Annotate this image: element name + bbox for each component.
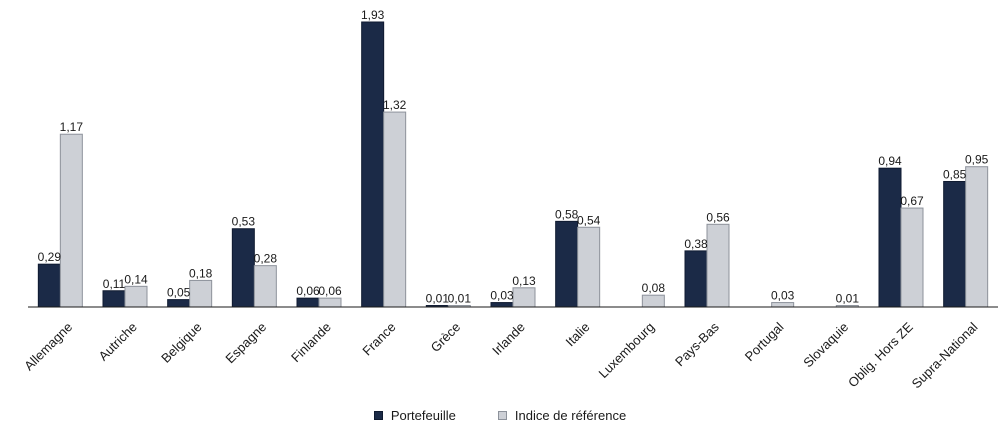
- bar-portefeuille-irlande: [490, 302, 514, 308]
- bar-indice-de-reference-irlande: [512, 287, 536, 308]
- bar-indice-de-reference-oblig-hors-ze: [900, 207, 924, 308]
- value-label-portefeuille-irlande: 0,03: [490, 289, 514, 303]
- value-label-indice-de-reference-autriche: 0,14: [124, 272, 148, 286]
- x-tick-label-finlande: Finlande: [288, 319, 334, 365]
- value-label-portefeuille-italie: 0,58: [555, 207, 579, 221]
- bar-portefeuille-supra-national: [943, 180, 967, 308]
- value-label-portefeuille-oblig-hors-ze: 0,94: [878, 154, 902, 168]
- x-tick-label-supra-national: Supra-National: [909, 319, 981, 391]
- x-tick-label-pays-bas: Pays-Bas: [672, 319, 722, 369]
- value-label-indice-de-reference-grece: 0,01: [448, 292, 472, 306]
- bar-portefeuille-autriche: [102, 290, 126, 308]
- value-labels-layer: 0,29 1,17 0,11 0,14 0,05 0,18 0,53 0,28 0,060,06…: [38, 8, 989, 306]
- value-label-portefeuille-grece: 0,01: [426, 292, 450, 306]
- value-label-indice-de-reference-pays-bas: 0,56: [706, 210, 730, 224]
- bar-indice-de-reference-finlande: [318, 297, 342, 308]
- value-label-indice-de-reference-slovaquie: 0,01: [836, 292, 860, 306]
- bar-indice-de-reference-supra-national: [965, 166, 989, 308]
- bar-portefeuille-italie: [555, 220, 579, 308]
- x-tick-label-portugal: Portugal: [742, 319, 787, 364]
- x-tick-label-allemagne: Allemagne: [21, 319, 75, 373]
- value-label-indice-de-reference-finlande: 0,06: [318, 284, 342, 298]
- value-label-indice-de-reference-irlande: 0,13: [512, 274, 536, 288]
- value-label-indice-de-reference-oblig-hors-ze: 0,67: [900, 194, 924, 208]
- x-tick-label-grece: Grèce: [428, 319, 464, 355]
- value-label-indice-de-reference-supra-national: 0,95: [965, 153, 989, 167]
- x-tick-labels-layer: Allemagne Autriche Belgique Espagne Finlande…: [21, 319, 980, 391]
- bar-indice-de-reference-portugal: [771, 302, 795, 308]
- value-label-portefeuille-espagne: 0,53: [232, 215, 256, 229]
- legend-item-indice: Indice de référence: [497, 407, 627, 423]
- value-label-portefeuille-supra-national: 0,85: [943, 167, 967, 181]
- x-tick-label-france: France: [359, 319, 398, 358]
- bar-portefeuille-france: [361, 21, 385, 308]
- x-tick-label-irlande: Irlande: [489, 319, 528, 358]
- bar-portefeuille-espagne: [231, 228, 255, 308]
- x-tick-label-luxembourg: Luxembourg: [596, 319, 658, 381]
- bar-indice-de-reference-italie: [577, 226, 601, 308]
- value-label-portefeuille-france: 1,93: [361, 8, 385, 22]
- bar-portefeuille-allemagne: [37, 263, 61, 308]
- value-label-portefeuille-autriche: 0,11: [103, 277, 126, 291]
- bar-indice-de-reference-allemagne: [59, 133, 83, 308]
- bar-chart: 0,29 1,17 0,11 0,14 0,05 0,18 0,53 0,28 0,060,06…: [21, 8, 998, 391]
- x-tick-label-belgique: Belgique: [158, 319, 204, 365]
- legend-label-portefeuille: Portefeuille: [390, 407, 456, 423]
- value-label-indice-de-reference-espagne: 0,28: [254, 252, 278, 266]
- bar-portefeuille-finlande: [296, 297, 320, 308]
- value-label-indice-de-reference-portugal: 0,03: [771, 289, 795, 303]
- value-label-indice-de-reference-luxembourg: 0,08: [642, 281, 666, 295]
- bar-indice-de-reference-belgique: [189, 279, 213, 308]
- value-label-indice-de-reference-france: 1,32: [383, 98, 407, 112]
- x-tick-label-oblig-hors-ze: Oblig. Hors ZE: [845, 319, 916, 390]
- bars-layer: [37, 21, 989, 308]
- x-tick-label-italie: Italie: [563, 319, 593, 349]
- legend-swatch-indice: [497, 410, 507, 420]
- bar-indice-de-reference-luxembourg: [641, 294, 665, 308]
- bar-indice-de-reference-france: [383, 111, 407, 308]
- bar-portefeuille-pays-bas: [684, 250, 708, 308]
- value-label-portefeuille-allemagne: 0,29: [38, 250, 62, 264]
- bar-portefeuille-belgique: [167, 299, 191, 308]
- value-label-portefeuille-finlande: 0,06: [296, 284, 320, 298]
- bar-indice-de-reference-espagne: [253, 265, 277, 308]
- x-tick-label-autriche: Autriche: [96, 319, 140, 363]
- value-label-indice-de-reference-belgique: 0,18: [189, 266, 213, 280]
- bar-portefeuille-oblig-hors-ze: [878, 167, 902, 308]
- bar-indice-de-reference-autriche: [124, 285, 148, 308]
- bar-indice-de-reference-pays-bas: [706, 223, 730, 308]
- x-tick-label-espagne: Espagne: [222, 319, 269, 366]
- legend-label-indice: Indice de référence: [514, 407, 627, 423]
- value-label-indice-de-reference-allemagne: 1,17: [60, 120, 84, 134]
- x-tick-label-slovaquie: Slovaquie: [800, 319, 851, 370]
- value-label-portefeuille-belgique: 0,05: [167, 286, 191, 300]
- legend-item-portefeuille: Portefeuille: [373, 407, 456, 423]
- legend: Portefeuille Indice de référence: [0, 404, 1000, 426]
- value-label-portefeuille-pays-bas: 0,38: [684, 237, 708, 251]
- value-label-indice-de-reference-italie: 0,54: [577, 213, 601, 227]
- legend-swatch-portefeuille: [373, 410, 383, 420]
